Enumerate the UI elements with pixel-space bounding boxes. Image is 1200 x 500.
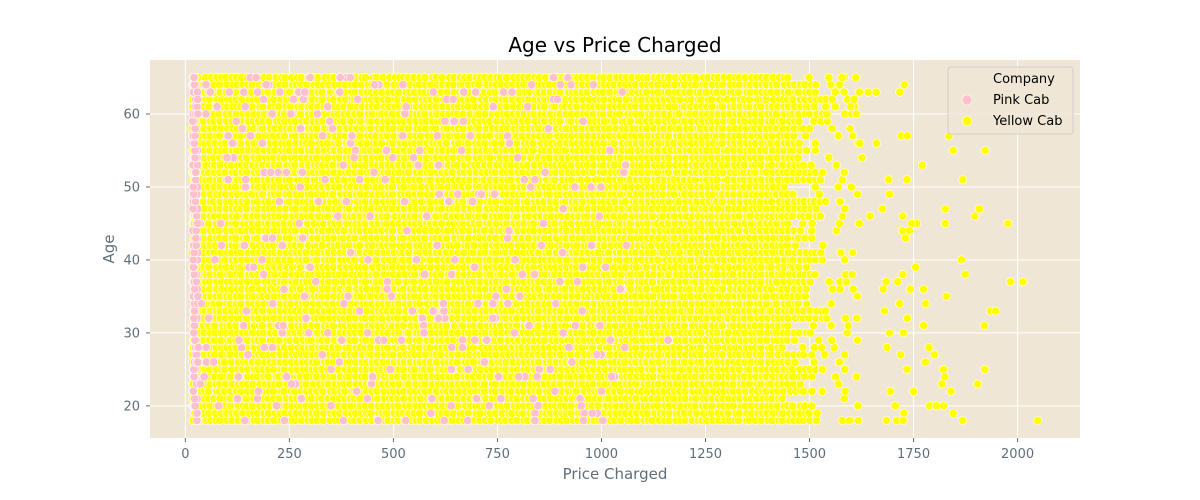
yellow-cab-point	[798, 342, 808, 352]
yellow-cab-point	[852, 335, 862, 345]
yellow-cab-point	[835, 197, 845, 207]
yellow-cab-point	[360, 219, 370, 229]
yellow-cab-point	[834, 357, 844, 367]
yellow-cab-point	[818, 364, 828, 374]
yellow-cab-point	[848, 248, 858, 258]
yellow-cab-point	[826, 299, 836, 309]
yellow-cab-point	[840, 350, 850, 360]
yellow-cab-point	[822, 313, 832, 323]
yellow-cab-point	[814, 335, 824, 345]
yellow-cab-point	[853, 401, 863, 411]
yellow-cab-point	[807, 386, 817, 396]
yellow-cab-point	[588, 306, 598, 316]
yellow-cab-point	[371, 255, 381, 265]
yellow-cab-point	[415, 299, 425, 309]
yellow-cab-point	[479, 379, 489, 389]
yellow-cab-point	[845, 124, 855, 134]
yellow-cab-point	[285, 255, 295, 265]
yellow-cab-point	[641, 262, 651, 272]
yellow-cab-point	[777, 394, 787, 404]
yellow-cab-point	[301, 299, 311, 309]
plot-area	[150, 60, 1080, 438]
yellow-cab-point	[410, 364, 420, 374]
yellow-cab-point	[831, 160, 841, 170]
yellow-cab-point	[801, 299, 811, 309]
yellow-cab-point	[403, 124, 413, 134]
yellow-cab-point	[376, 138, 386, 148]
yellow-cab-point	[794, 138, 804, 148]
yellow-cab-point	[815, 211, 825, 221]
yellow-cab-point	[788, 401, 798, 411]
yellow-cab-point	[745, 379, 755, 389]
yellow-cab-point	[807, 401, 817, 411]
yellow-cab-point	[717, 124, 727, 134]
yellow-cab-point	[833, 131, 843, 141]
yellow-cab-point	[809, 342, 819, 352]
yellow-cab-point	[393, 277, 403, 287]
yellow-cab-point	[437, 219, 447, 229]
points-layer	[187, 73, 1043, 425]
yellow-cab-point	[788, 189, 798, 199]
yellow-cab-point	[812, 408, 822, 418]
yellow-cab-point	[824, 277, 834, 287]
yellow-cab-point	[820, 197, 830, 207]
yellow-cab-point	[827, 124, 837, 134]
yellow-cab-point	[818, 167, 828, 177]
yellow-cab-point	[827, 335, 837, 345]
yellow-cab-point	[252, 197, 262, 207]
yellow-cab-point	[782, 233, 792, 243]
yellow-cab-point	[824, 153, 834, 163]
yellow-cab-point	[810, 138, 820, 148]
yellow-cab-point	[846, 182, 856, 192]
yellow-cab-point	[696, 284, 706, 294]
yellow-cab-point	[393, 313, 403, 323]
yellow-cab-point	[840, 386, 850, 396]
yellow-cab-point	[852, 189, 862, 199]
yellow-cab-point	[817, 255, 827, 265]
yellow-cab-point	[820, 306, 830, 316]
yellow-cab-point	[831, 372, 841, 382]
yellow-cab-point	[523, 233, 533, 243]
yellow-cab-point	[810, 269, 820, 279]
yellow-cab-point	[686, 306, 696, 316]
yellow-cab-point	[215, 415, 225, 425]
yellow-cab-point	[350, 350, 360, 360]
yellow-cab-point	[290, 204, 300, 214]
yellow-cab-point	[328, 255, 338, 265]
yellow-cab-point	[840, 204, 850, 214]
yellow-cab-point	[772, 153, 782, 163]
yellow-cab-point	[560, 146, 570, 156]
yellow-cab-point	[442, 277, 452, 287]
yellow-cab-point	[840, 313, 850, 323]
yellow-cab-point	[817, 386, 827, 396]
yellow-cab-point	[839, 167, 849, 177]
yellow-cab-point	[840, 364, 850, 374]
yellow-cab-point	[818, 240, 828, 250]
yellow-cab-point	[806, 160, 816, 170]
yellow-cab-point	[421, 350, 431, 360]
yellow-cab-point	[215, 131, 225, 141]
yellow-cab-point	[290, 131, 300, 141]
yellow-cab-point	[854, 219, 864, 229]
yellow-cab-point	[826, 321, 836, 331]
yellow-cab-point	[576, 328, 586, 338]
yellow-cab-point	[625, 219, 635, 229]
yellow-cab-point	[851, 372, 861, 382]
yellow-cab-point	[799, 372, 809, 382]
yellow-cab-point	[631, 379, 641, 389]
yellow-cab-point	[847, 269, 857, 279]
yellow-cab-point	[852, 313, 862, 323]
yellow-cab-point	[609, 138, 619, 148]
yellow-cab-point	[836, 248, 846, 258]
yellow-cab-point	[848, 284, 858, 294]
yellow-cab-point	[798, 160, 808, 170]
yellow-cab-point	[804, 124, 814, 134]
yellow-cab-point	[833, 182, 843, 192]
yellow-cab-point	[801, 146, 811, 156]
